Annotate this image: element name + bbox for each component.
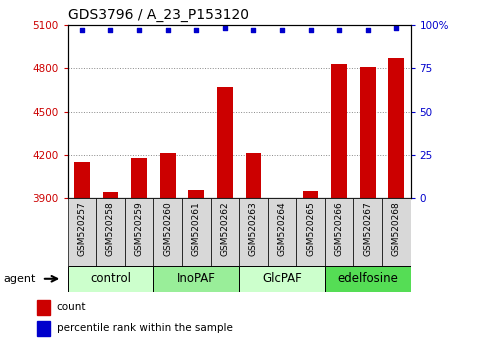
- Bar: [211, 198, 239, 266]
- Bar: [154, 266, 239, 292]
- Point: [278, 27, 286, 33]
- Text: GDS3796 / A_23_P153120: GDS3796 / A_23_P153120: [68, 8, 249, 22]
- Bar: [245, 153, 261, 354]
- Bar: [331, 64, 347, 354]
- Text: GSM520267: GSM520267: [363, 202, 372, 256]
- Bar: [217, 87, 233, 354]
- Text: GSM520257: GSM520257: [77, 202, 86, 256]
- Bar: [68, 266, 154, 292]
- Bar: [131, 158, 147, 354]
- Point: [107, 27, 114, 33]
- Text: GSM520265: GSM520265: [306, 202, 315, 256]
- Text: GSM520261: GSM520261: [192, 202, 201, 256]
- Bar: [303, 191, 318, 354]
- Bar: [37, 300, 50, 315]
- Text: GSM520260: GSM520260: [163, 202, 172, 256]
- Bar: [360, 67, 376, 354]
- Text: GSM520262: GSM520262: [220, 202, 229, 256]
- Bar: [325, 198, 354, 266]
- Text: GlcPAF: GlcPAF: [262, 272, 302, 285]
- Point: [335, 27, 343, 33]
- Point: [78, 27, 86, 33]
- Bar: [325, 266, 411, 292]
- Point: [192, 27, 200, 33]
- Text: agent: agent: [3, 274, 36, 284]
- Text: InoPAF: InoPAF: [177, 272, 215, 285]
- Text: GSM520258: GSM520258: [106, 202, 115, 256]
- Text: GSM520268: GSM520268: [392, 202, 401, 256]
- Point: [307, 27, 314, 33]
- Bar: [102, 193, 118, 354]
- Bar: [154, 198, 182, 266]
- Point: [250, 27, 257, 33]
- Text: count: count: [57, 302, 86, 312]
- Bar: [239, 198, 268, 266]
- Bar: [37, 321, 50, 336]
- Text: control: control: [90, 272, 131, 285]
- Text: GSM520259: GSM520259: [135, 202, 143, 256]
- Bar: [74, 162, 90, 354]
- Bar: [274, 198, 290, 354]
- Bar: [188, 190, 204, 354]
- Bar: [296, 198, 325, 266]
- Bar: [96, 198, 125, 266]
- Text: percentile rank within the sample: percentile rank within the sample: [57, 323, 233, 333]
- Point: [135, 27, 143, 33]
- Bar: [125, 198, 154, 266]
- Bar: [160, 153, 175, 354]
- Bar: [268, 198, 296, 266]
- Bar: [182, 198, 211, 266]
- Bar: [239, 266, 325, 292]
- Bar: [68, 198, 96, 266]
- Point: [164, 27, 171, 33]
- Bar: [354, 198, 382, 266]
- Bar: [388, 58, 404, 354]
- Point: [221, 25, 228, 31]
- Text: GSM520266: GSM520266: [335, 202, 343, 256]
- Text: GSM520264: GSM520264: [277, 202, 286, 256]
- Text: GSM520263: GSM520263: [249, 202, 258, 256]
- Point: [392, 25, 400, 31]
- Text: edelfosine: edelfosine: [337, 272, 398, 285]
- Point: [364, 27, 371, 33]
- Bar: [382, 198, 411, 266]
